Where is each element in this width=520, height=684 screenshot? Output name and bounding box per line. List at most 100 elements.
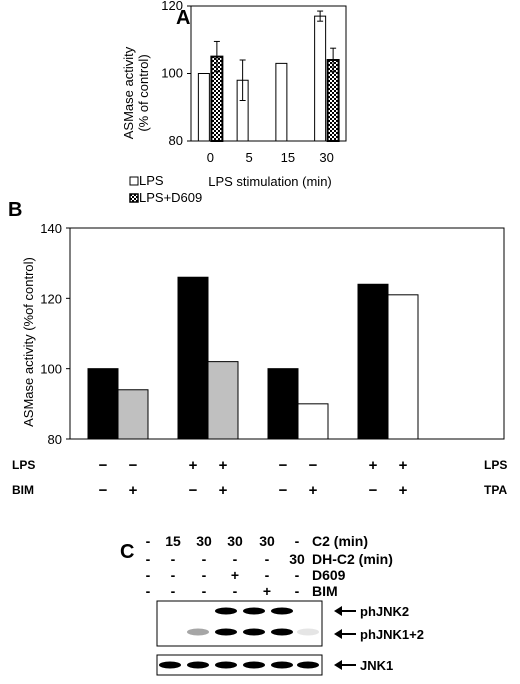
panel-c-row-label: DH-C2 (min) bbox=[312, 551, 393, 567]
panel-c-cell: 30 bbox=[227, 533, 243, 549]
panel-a-legend: LPS LPS+D609 bbox=[129, 173, 202, 205]
panel-c-cell: - bbox=[146, 583, 151, 599]
panel-a-ytick-label: 80 bbox=[169, 133, 183, 148]
panel-c-cell: 30 bbox=[259, 533, 275, 549]
panel-b-bar bbox=[87, 368, 119, 440]
panel-a-y-axis-label: ASMase activity (% of control) bbox=[121, 46, 151, 139]
band-label-jnk1: JNK1 bbox=[360, 658, 393, 673]
panel-c-cell: + bbox=[263, 583, 271, 599]
panel-a-bars bbox=[197, 10, 340, 142]
panel-c-cell: - bbox=[295, 567, 300, 583]
legend-label-lps: LPS bbox=[139, 173, 164, 188]
blot-total-frame bbox=[156, 654, 323, 676]
panel-c-cell: - bbox=[265, 567, 270, 583]
arrow-head-jnk1 bbox=[334, 660, 342, 670]
panel-b-bar bbox=[297, 403, 329, 440]
panel-b-sign-row1: − bbox=[309, 457, 318, 474]
panel-b-sign-row2: − bbox=[99, 482, 108, 499]
blot-total-bands bbox=[159, 661, 319, 669]
panel-c-cell: - bbox=[295, 583, 300, 599]
panel-b-y-ticks: 80 100 120 140 bbox=[40, 221, 70, 447]
panel-c-cell: + bbox=[231, 567, 239, 583]
panel-a-xtick-label: 30 bbox=[319, 150, 333, 165]
panel-b-y-axis-label: ASMase activity (%of control) bbox=[21, 257, 36, 427]
band-phjnk2 bbox=[215, 607, 237, 615]
band-jnk1 bbox=[159, 661, 181, 669]
legend-swatch-lps bbox=[129, 176, 139, 186]
panel-c-row-label: D609 bbox=[312, 567, 346, 583]
panel-c-cell: - bbox=[171, 583, 176, 599]
panel-c-label: C bbox=[120, 541, 134, 563]
panel-b-ytick-label: 140 bbox=[40, 221, 62, 236]
band-jnk1 bbox=[215, 661, 237, 669]
panel-b-sign-row2: + bbox=[219, 482, 228, 499]
panel-b-sign-row2: − bbox=[279, 482, 288, 499]
panel-c-cell: - bbox=[265, 551, 270, 567]
panel-a-ytick-label: 100 bbox=[161, 66, 183, 81]
legend-label-lps-d609: LPS+D609 bbox=[139, 190, 202, 205]
band-jnk1 bbox=[271, 661, 293, 669]
panel-a-xtick-label: 15 bbox=[281, 150, 295, 165]
legend-swatch-lps-d609 bbox=[129, 193, 139, 203]
panel-c-cell: 15 bbox=[165, 533, 181, 549]
panel-b-sign-row1: + bbox=[189, 457, 198, 474]
panel-a-y-ticks: 80 100 120 bbox=[161, 0, 191, 148]
panel-b-bar bbox=[207, 361, 239, 440]
panel-b-sign-row1: + bbox=[369, 457, 378, 474]
blot-phospho-frame bbox=[156, 600, 323, 647]
panel-c-cell: - bbox=[171, 567, 176, 583]
band-jnk1 bbox=[187, 661, 209, 669]
panel-b-bar bbox=[387, 294, 419, 440]
panel-c-cell: - bbox=[202, 567, 207, 583]
panel-a-ylabel-line2: (% of control) bbox=[136, 54, 151, 131]
band-label-phjnk12: phJNK1+2 bbox=[360, 627, 424, 642]
panel-b-bar bbox=[357, 283, 389, 440]
panel-a-label: A bbox=[176, 7, 190, 29]
panel-b-bar bbox=[177, 276, 209, 440]
band-phjnk2 bbox=[243, 607, 265, 615]
band-phjnk12 bbox=[243, 628, 265, 636]
panel-b-sign-row2: + bbox=[129, 482, 138, 499]
panel-c-cell: - bbox=[233, 551, 238, 567]
row-label-tpa-right: TPA bbox=[484, 483, 507, 497]
panel-b-sign-row1: + bbox=[219, 457, 228, 474]
band-jnk1 bbox=[243, 661, 265, 669]
panel-a-ytick-label: 120 bbox=[161, 0, 183, 13]
panel-b-sign-row2: + bbox=[399, 482, 408, 499]
panel-b-bar bbox=[117, 389, 149, 440]
band-phjnk12 bbox=[187, 628, 209, 636]
panel-b-ytick-label: 100 bbox=[40, 362, 62, 377]
panel-c-row-label: BIM bbox=[312, 583, 338, 599]
row-label-bim-left: BIM bbox=[12, 483, 34, 497]
panel-b-bars bbox=[87, 276, 419, 440]
panel-b-sign-row1: + bbox=[399, 457, 408, 474]
panel-a-xtick-label: 0 bbox=[207, 150, 214, 165]
band-phjnk12 bbox=[297, 628, 319, 636]
panel-b-sign-row1: − bbox=[279, 457, 288, 474]
arrow-head-phjnk12 bbox=[334, 629, 342, 639]
band-jnk1 bbox=[297, 661, 319, 669]
panel-c-cell: 30 bbox=[289, 551, 305, 567]
panel-a-ylabel-line1: ASMase activity bbox=[121, 46, 136, 139]
panel-b-sign-row2: − bbox=[189, 482, 198, 499]
panel-c-treatment-table: -15 30 30 30- C2 (min)- - - - -30 DH-C2 (min)- - - +… bbox=[146, 533, 393, 599]
panel-a-bar-lps bbox=[197, 73, 210, 142]
panel-b-ytick-label: 80 bbox=[48, 432, 62, 447]
panel-b-sign-row2: + bbox=[309, 482, 318, 499]
panel-c-cell: - bbox=[202, 583, 207, 599]
panel-c-cell: - bbox=[233, 583, 238, 599]
panel-c-row-label: C2 (min) bbox=[312, 533, 368, 549]
row-label-lps-left: LPS bbox=[12, 458, 35, 472]
panel-b-label: B bbox=[8, 199, 22, 221]
arrow-head-phjnk2 bbox=[334, 606, 342, 616]
band-label-phjnk2: phJNK2 bbox=[360, 604, 409, 619]
blot-total bbox=[156, 654, 323, 676]
blot-phospho bbox=[156, 600, 323, 647]
band-phjnk2 bbox=[271, 607, 293, 615]
panel-b-sign-row1: − bbox=[129, 457, 138, 474]
panel-c-cell: - bbox=[171, 551, 176, 567]
panel-c-cell: - bbox=[146, 551, 151, 567]
panel-a-xtick-label: 5 bbox=[246, 150, 253, 165]
panel-c-cell: - bbox=[146, 567, 151, 583]
band-phjnk12 bbox=[271, 628, 293, 636]
